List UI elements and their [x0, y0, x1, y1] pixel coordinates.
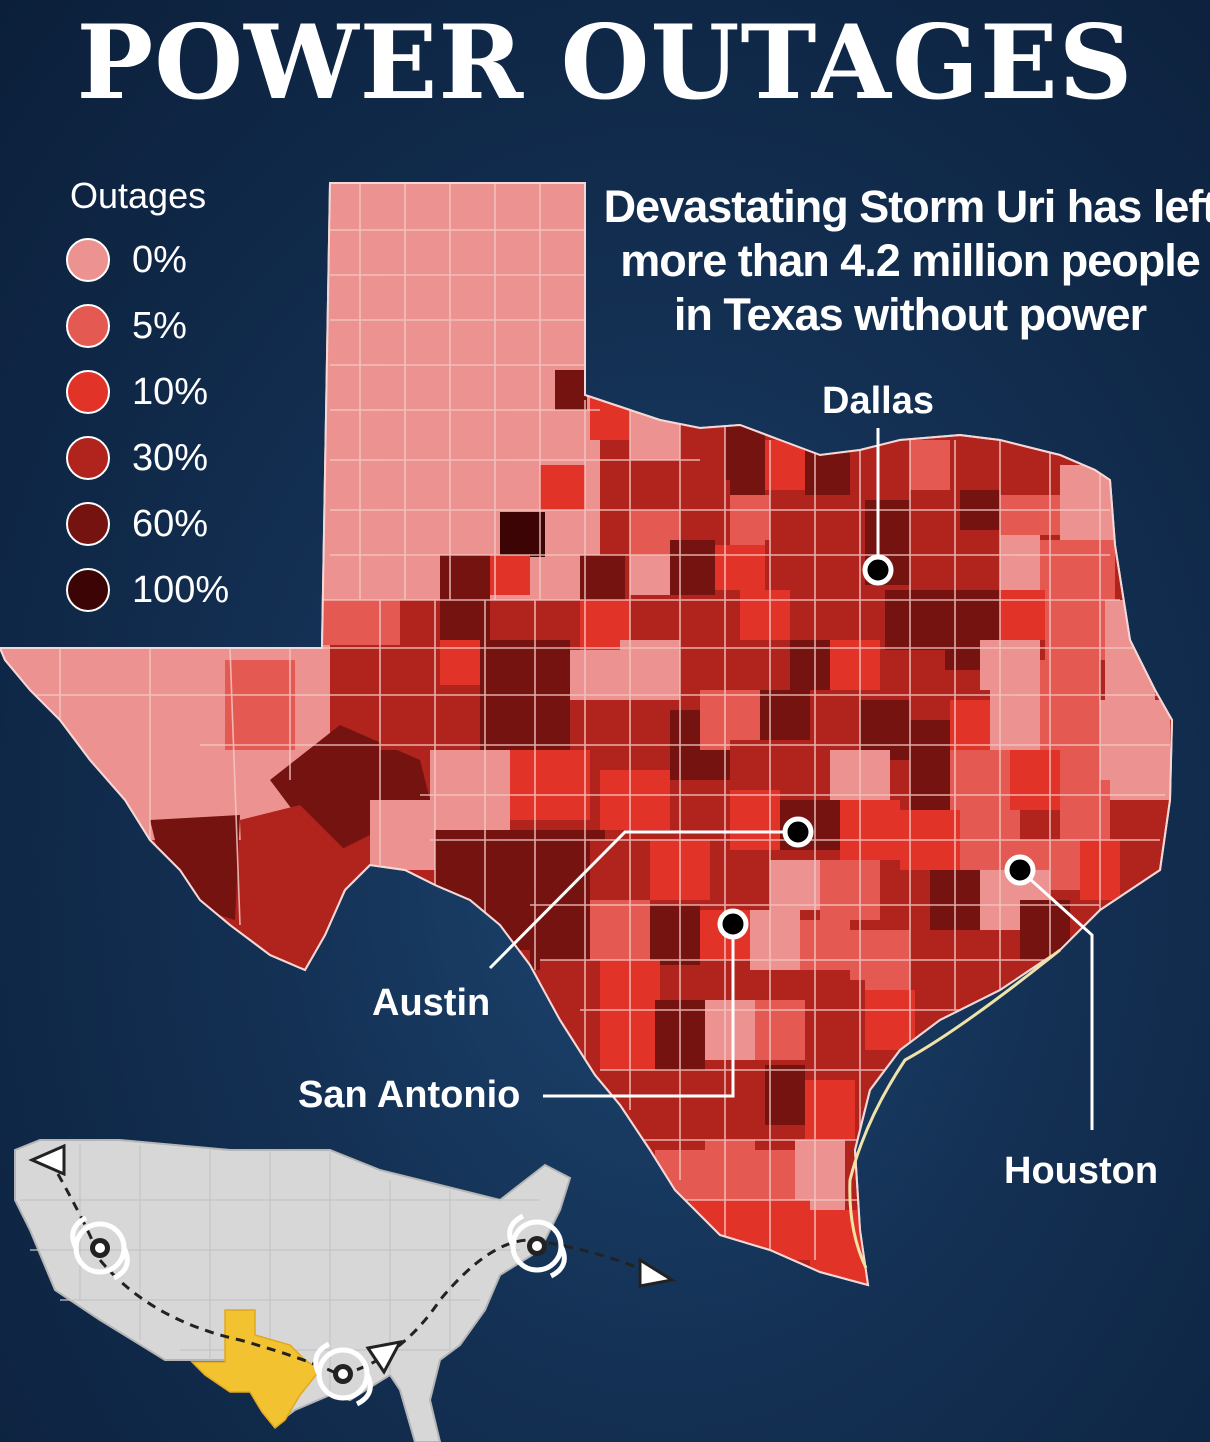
- callout-lines: [488, 428, 1094, 1130]
- legend-title: Outages: [70, 175, 207, 216]
- city-label-san-antonio: San Antonio: [298, 1074, 521, 1116]
- page-title: POWER OUTAGES: [76, 3, 1134, 123]
- legend-swatch: [66, 238, 110, 282]
- legend-item: 30%: [66, 425, 229, 491]
- storm-icon: [70, 1215, 130, 1281]
- storm-track: [48, 1159, 656, 1377]
- arrow-triangle-icon: [365, 1339, 403, 1375]
- legend-swatch: [66, 436, 110, 480]
- legend-label: 60%: [132, 502, 209, 545]
- gulf-coast-line: [848, 948, 1061, 1269]
- legend-item: 60%: [66, 491, 229, 557]
- legend-label: 10%: [132, 370, 209, 413]
- houston-marker: [1004, 854, 1036, 886]
- county-borders: [0, 183, 1170, 1260]
- legend-item: 0%: [66, 227, 229, 293]
- legend: Outages 0% 5% 10% 30% 60% 100%: [66, 175, 229, 623]
- us-inset-map: [14, 1139, 677, 1442]
- dallas-marker: [862, 554, 894, 586]
- legend-swatch: [66, 568, 110, 612]
- arrow-triangle-icon: [638, 1257, 677, 1288]
- austin-marker: [782, 816, 814, 848]
- legend-label: 30%: [132, 436, 209, 479]
- city-label-austin: Austin: [372, 982, 491, 1024]
- legend-label: 5%: [132, 304, 187, 347]
- city-label-houston: Houston: [1004, 1150, 1159, 1192]
- us-land: [14, 1139, 572, 1442]
- city-markers: [717, 554, 1036, 940]
- storm-icon: [507, 1213, 567, 1279]
- legend-label: 0%: [132, 238, 187, 281]
- arrow-triangle-icon: [28, 1143, 66, 1177]
- storm-icon: [313, 1341, 373, 1407]
- legend-item: 5%: [66, 293, 229, 359]
- san-antonio-marker: [717, 908, 749, 940]
- city-label-dallas: Dallas: [822, 380, 934, 422]
- subtitle: Devastating Storm Uri has left more than…: [600, 180, 1210, 342]
- legend-swatch: [66, 304, 110, 348]
- legend-item: 100%: [66, 557, 229, 623]
- legend-label: 100%: [132, 568, 230, 611]
- legend-swatch: [66, 502, 110, 546]
- inset-texas: [190, 1309, 322, 1430]
- subtitle-line: more than 4.2 million people: [620, 235, 1201, 286]
- legend-swatch: [66, 370, 110, 414]
- legend-item: 10%: [66, 359, 229, 425]
- subtitle-line: Devastating Storm Uri has left: [603, 181, 1210, 232]
- subtitle-line: in Texas without power: [673, 289, 1147, 340]
